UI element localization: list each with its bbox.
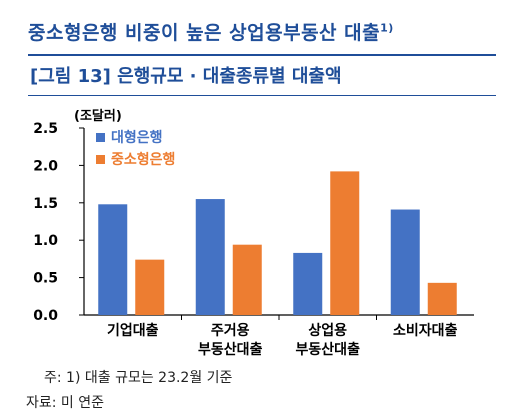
figure-title: [그림 13] 은행규모 · 대출종류별 대출액 bbox=[30, 66, 342, 87]
bar-small-bank bbox=[135, 259, 165, 315]
y-tick-label: 1.5 bbox=[33, 196, 58, 212]
legend-label: 중소형은행 bbox=[111, 151, 175, 168]
headline-footnote-mark: 1) bbox=[380, 21, 394, 35]
x-category-label: 부동산대출 bbox=[296, 341, 361, 358]
y-tick-label: 2.0 bbox=[33, 158, 58, 174]
legend-label: 대형은행 bbox=[111, 129, 163, 146]
bar-small-bank bbox=[232, 244, 262, 315]
footnote-note: 주: 1) 대출 규모는 23.2월 기준 bbox=[44, 370, 233, 386]
x-category-label: 기업대출 bbox=[107, 322, 159, 339]
x-category-label: 상업용 bbox=[308, 323, 347, 339]
y-tick-label: 1.0 bbox=[33, 233, 58, 249]
x-category-label: 주거용 bbox=[211, 323, 250, 339]
bar-small-bank bbox=[330, 171, 360, 315]
legend-swatch bbox=[96, 133, 105, 142]
y-unit-label: (조달러) bbox=[74, 108, 122, 124]
y-tick-label: 2.5 bbox=[33, 121, 58, 137]
headline-text: 중소형은행 비중이 높은 상업용부동산 대출 bbox=[28, 22, 381, 44]
bar-large-bank bbox=[98, 204, 128, 315]
bar-small-bank bbox=[427, 282, 457, 315]
headline: 중소형은행 비중이 높은 상업용부동산 대출1) bbox=[28, 18, 394, 45]
y-tick-label: 0.5 bbox=[33, 271, 58, 287]
legend-swatch bbox=[96, 155, 105, 164]
x-category-label: 소비자대출 bbox=[393, 322, 458, 339]
top-rule bbox=[28, 54, 496, 56]
title-rule bbox=[28, 95, 496, 96]
bar-large-bank bbox=[390, 209, 420, 315]
bar-large-bank bbox=[195, 199, 225, 315]
y-tick-label: 0.0 bbox=[33, 308, 58, 324]
x-category-label: 부동산대출 bbox=[198, 341, 263, 358]
footnote-source: 자료: 미 연준 bbox=[26, 395, 105, 411]
bar-large-bank bbox=[293, 252, 323, 315]
